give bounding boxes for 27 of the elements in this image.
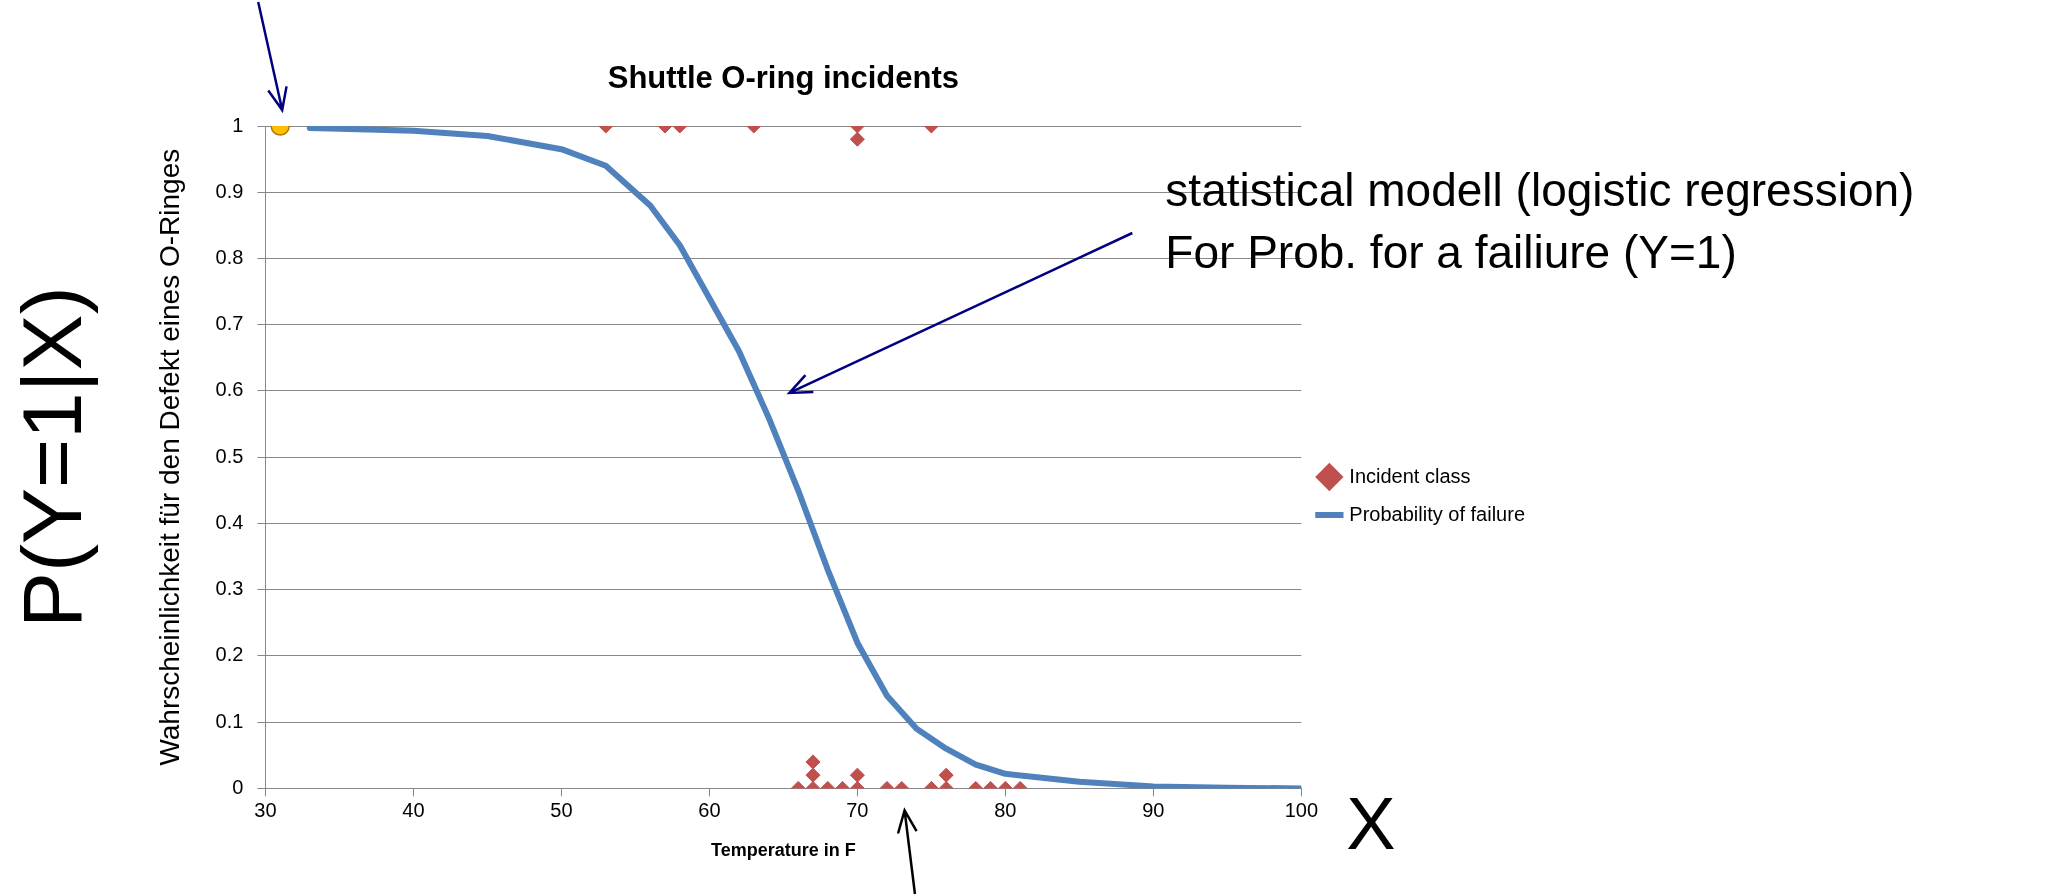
text: P(Y=1|X) bbox=[5, 286, 100, 629]
y-tick-label: 0.6 bbox=[215, 378, 244, 401]
x-tick-label: 70 bbox=[846, 798, 869, 821]
x-tick-label: 80 bbox=[994, 798, 1017, 821]
y-tick-label: 0.5 bbox=[215, 444, 244, 467]
y-tick-label: 0.4 bbox=[215, 510, 244, 533]
chart-title: Shuttle O-ring incidents bbox=[607, 60, 960, 95]
x-axis-title: Temperature in F bbox=[711, 840, 856, 861]
y-tick-label: 0.1 bbox=[215, 709, 244, 732]
legend-label: Incident class bbox=[1349, 464, 1471, 487]
y-tick-label: 0.3 bbox=[215, 577, 244, 600]
x-tick-label: 50 bbox=[550, 798, 573, 821]
x-tick-label: 40 bbox=[402, 798, 425, 821]
y-tick-label: 0.8 bbox=[215, 246, 244, 268]
legend-label: Probability of failure bbox=[1349, 502, 1526, 525]
y-axis-title: Wahrscheinlichkeit für den Defekt eines O-Ringes bbox=[153, 148, 185, 766]
x-tick-label: 60 bbox=[698, 798, 721, 821]
annotation: statistical modell (logistic regression) For Prob. for a failiure (Y=1) bbox=[1165, 164, 1915, 278]
y-tick-label: 0.7 bbox=[215, 312, 244, 335]
y-tick-label: 1 bbox=[232, 113, 244, 136]
x-tick-label: 90 bbox=[1142, 798, 1165, 821]
y-tick-label: 0.9 bbox=[215, 179, 244, 202]
y-tick-label: 0.2 bbox=[215, 643, 244, 666]
x-tick-label: 30 bbox=[254, 798, 277, 821]
x-tick-label: 100 bbox=[1284, 798, 1319, 821]
y-tick-label: 0 bbox=[232, 775, 244, 798]
text: X bbox=[1346, 781, 1396, 865]
